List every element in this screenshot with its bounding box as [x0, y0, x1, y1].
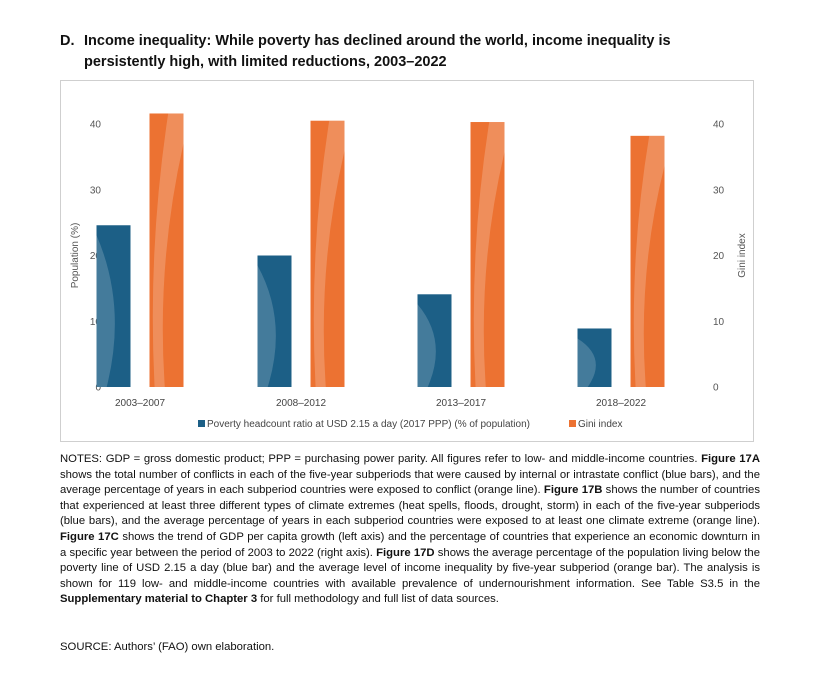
- y-axis-ticks: 0 10 20 30 40: [90, 120, 102, 394]
- y2-tick-3: 30: [713, 185, 725, 196]
- notes-supplementary: Supplementary material to Chapter 3: [60, 593, 258, 606]
- y2-axis-title: Gini index: [737, 233, 748, 277]
- notes-text-3: shows the number of countries that exper…: [60, 484, 760, 528]
- legend-label-poverty: Poverty headcount ratio at USD 2.15 a da…: [207, 419, 530, 430]
- notes-fig17a: Figure 17A: [701, 453, 760, 465]
- y-tick-4: 40: [90, 120, 102, 131]
- legend-swatch-poverty: [198, 420, 205, 427]
- y2-axis-label: Gini index: [737, 233, 748, 277]
- y2-tick-2: 20: [713, 251, 725, 262]
- y-tick-1: 10: [90, 317, 102, 328]
- y2-tick-0: 0: [713, 383, 719, 394]
- notes-text-1: GDP = gross domestic product; PPP = purc…: [105, 453, 702, 465]
- category-label-3: 2018–2022: [596, 398, 646, 409]
- panel-label: D.: [60, 33, 75, 49]
- notes-text-5: shows the average percentage of the popu…: [60, 546, 760, 590]
- bar-gini-0: [149, 113, 184, 388]
- notes-fig17d: Figure 17D: [376, 546, 435, 559]
- y-tick-3: 30: [90, 185, 102, 196]
- legend: Poverty headcount ratio at USD 2.15 a da…: [198, 419, 622, 430]
- y2-tick-4: 40: [713, 120, 725, 131]
- y-axis-label: Population (%): [70, 223, 81, 289]
- y-tick-0: 0: [95, 383, 101, 394]
- chart-area: Population (%) Gini index 0 10 20 30 40 0 10 2…: [60, 80, 754, 442]
- source-line: SOURCE: Authors’ (FAO) own elaboration.: [60, 641, 275, 653]
- bar-poverty-3: [577, 328, 612, 387]
- notes-fig17b: Figure 17B: [543, 484, 603, 497]
- y2-tick-1: 10: [713, 317, 725, 328]
- category-label-0: 2003–2007: [115, 398, 165, 409]
- notes-fig17c: Figure 17C: [60, 530, 119, 543]
- y-axis-title: Population (%): [70, 223, 81, 289]
- bar-chart: Population (%) Gini index 0 10 20 30 40 0 10 2…: [70, 113, 748, 430]
- panel-title: Income inequality: While poverty has dec…: [84, 33, 671, 70]
- legend-label-gini: Gini index: [578, 419, 622, 430]
- bar-gini-2: [470, 122, 505, 387]
- bar-gini-3: [630, 135, 665, 387]
- notes: NOTES: GDP = gross domestic product; PPP…: [60, 452, 760, 608]
- category-label-1: 2008–2012: [276, 398, 326, 409]
- category-label-2: 2013–2017: [436, 398, 486, 409]
- y-tick-2: 20: [90, 251, 102, 262]
- notes-text-6: for full methodology and full list of da…: [257, 593, 499, 606]
- bar-poverty-2: [417, 294, 452, 387]
- x-axis-ticks: 2003–2007 2008–2012 2013–2017 2018–2022: [115, 398, 646, 409]
- legend-swatch-gini: [569, 420, 576, 427]
- notes-text-4: shows the trend of GDP per capita growth…: [60, 530, 760, 559]
- notes-prefix: NOTES:: [60, 453, 106, 465]
- notes-text-2: shows the total number of conflicts in e…: [60, 468, 760, 497]
- y2-axis-ticks: 0 10 20 30 40: [713, 120, 725, 394]
- bar-poverty-1: [257, 255, 292, 387]
- bars: [96, 113, 665, 388]
- bar-poverty-0: [96, 225, 131, 387]
- bar-gini-1: [310, 120, 345, 388]
